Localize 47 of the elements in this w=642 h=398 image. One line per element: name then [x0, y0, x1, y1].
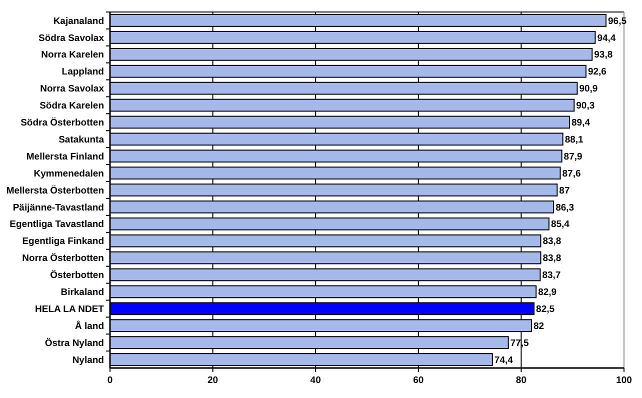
y-tick-label: Österbotten — [50, 269, 104, 282]
data-label: 90,9 — [579, 84, 598, 95]
data-label: 85,4 — [550, 219, 570, 230]
data-label: 93,8 — [594, 50, 613, 61]
y-tick-label: Birkaland — [60, 287, 104, 298]
data-label: 90,3 — [576, 100, 595, 112]
y-tick-label: Södra Österbotten — [20, 116, 104, 129]
y-tick-label: Kymmenedalen — [34, 168, 104, 180]
y-tick-label: Norra Savolax — [40, 84, 105, 95]
y-tick-label: Mellersta Österbotten — [6, 184, 104, 196]
y-tick-label: Egentliga Tavastland — [10, 219, 104, 230]
data-label: 88,1 — [564, 134, 584, 146]
data-label: 87,6 — [562, 168, 581, 180]
x-tick-label: 40 — [310, 375, 321, 386]
y-tick-label: Södra Karelen — [40, 100, 104, 112]
data-label: 83,7 — [542, 270, 561, 282]
y-tick-label: Östra Nyland — [44, 336, 104, 349]
y-tick-label: Norra Karelen — [41, 50, 104, 61]
data-label: 94,4 — [597, 32, 616, 44]
data-label: 82,5 — [536, 304, 556, 315]
x-tick-label: 60 — [413, 375, 424, 386]
y-tick-label: Egentliga Finkand — [22, 236, 104, 248]
y-tick-label: Satakunta — [58, 134, 105, 146]
y-tick-label: Södra Savolax — [38, 32, 105, 44]
x-tick-label: 80 — [516, 375, 526, 386]
x-tick-label: 0 — [107, 375, 113, 386]
y-tick-label: Kajanaland — [53, 16, 104, 27]
data-label: 82,9 — [538, 287, 557, 298]
data-label: 96,5 — [608, 16, 628, 27]
data-label: 87 — [559, 185, 570, 196]
data-label: 82 — [533, 320, 544, 332]
data-label: 92,6 — [588, 66, 606, 78]
data-label: 83,8 — [542, 253, 562, 264]
y-tick-label: Lappland — [62, 66, 104, 78]
y-tick-label: HELA LA NDET — [35, 304, 104, 315]
y-tick-label: Mellersta Finland — [26, 151, 104, 162]
y-tick-label: Å land — [74, 320, 104, 332]
data-label: 74,4 — [494, 354, 514, 366]
data-label: 89,4 — [572, 118, 591, 129]
y-tick-label: Nyland — [72, 354, 104, 366]
data-label: 86,3 — [556, 202, 574, 214]
x-tick-label: 100 — [616, 375, 632, 386]
data-label: 87,9 — [564, 151, 582, 162]
data-label: 83,8 — [542, 236, 562, 248]
x-tick-label: 20 — [208, 375, 218, 386]
y-tick-label: Päijänne-Tavastland — [12, 202, 104, 214]
y-tick-label: Norra Österbotten — [22, 252, 104, 264]
